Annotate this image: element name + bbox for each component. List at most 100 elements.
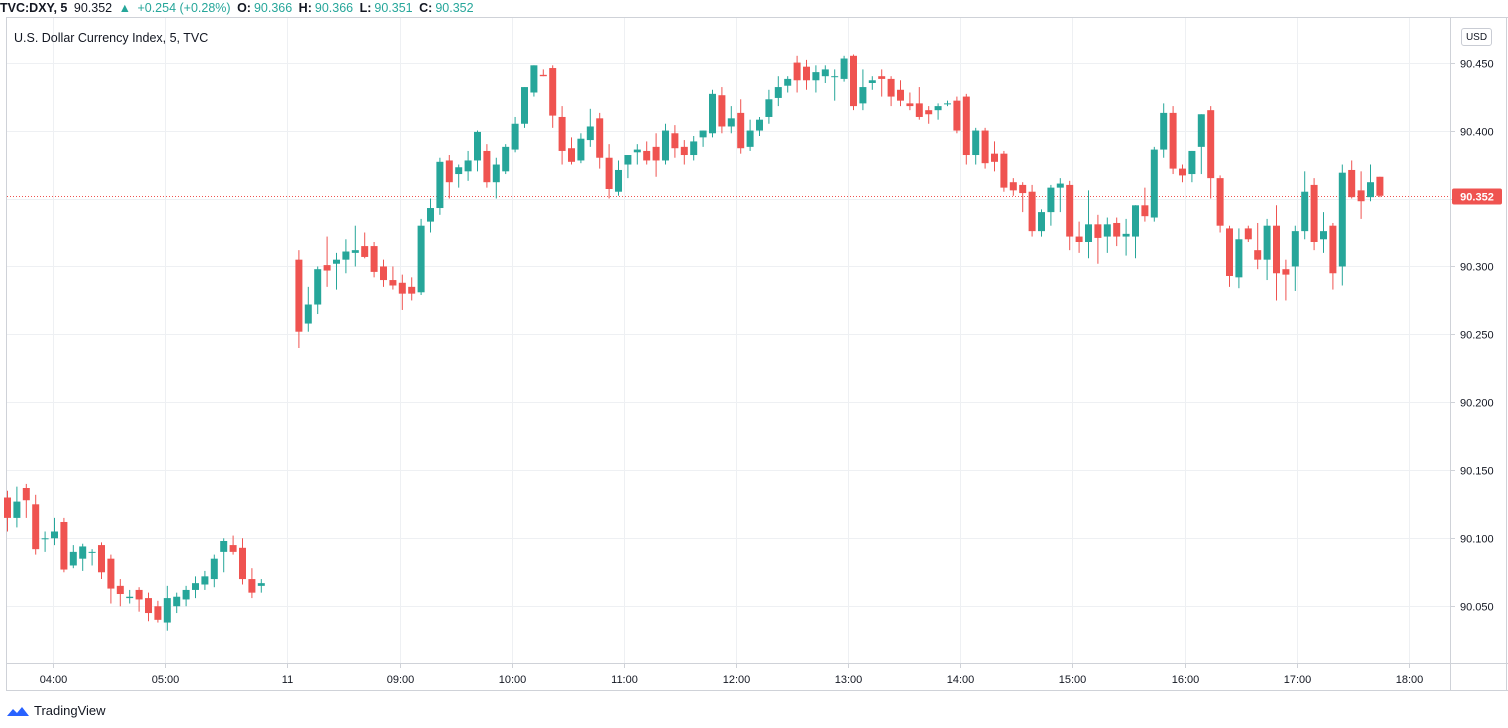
candle-body [398, 282, 406, 294]
candle-body [1197, 114, 1205, 147]
chart-title: U.S. Dollar Currency Index, 5, TVC [14, 31, 209, 45]
candle-body [539, 74, 547, 77]
candle-body [737, 112, 745, 149]
candle-body [1338, 172, 1346, 267]
y-tick-label: 90.450 [1460, 59, 1494, 71]
last-price: 90.352 [73, 1, 113, 15]
candle-body [868, 80, 876, 83]
x-tick-label: 05:00 [152, 674, 180, 686]
candle-body [568, 148, 575, 162]
candle-body [1150, 149, 1158, 218]
time-axis[interactable]: 04:00 05:00 11 09:00 10:00 11:00 12:00 13:00 14:… [40, 663, 1424, 686]
y-tick-label: 90.100 [1460, 534, 1494, 546]
candle-body [1160, 112, 1168, 150]
candle-body [803, 66, 810, 81]
candle-body [417, 225, 425, 293]
candle-body [1320, 231, 1327, 240]
candle-body [549, 68, 557, 116]
candle-body [13, 501, 21, 518]
candle-body [182, 589, 190, 600]
candle-body [624, 155, 632, 165]
candle-body [972, 130, 980, 156]
candle-body [135, 589, 143, 600]
candle-body [1244, 228, 1252, 240]
high-value: 90.366 [314, 1, 354, 15]
candle-body [98, 545, 105, 573]
candle-body [201, 576, 209, 585]
candle-body [229, 545, 237, 552]
candle-body [1235, 239, 1243, 278]
candle-body [1282, 269, 1290, 275]
candle-body [323, 265, 331, 271]
symbol-label[interactable]: TVC:DXY, 5 [0, 1, 68, 15]
candle-body [342, 251, 350, 260]
x-tick-label: 12:00 [723, 674, 751, 686]
candle-body [88, 551, 96, 553]
candle-body [1141, 205, 1149, 217]
candle-body [173, 596, 181, 607]
x-tick-label: 15:00 [1059, 674, 1087, 686]
y-tick-label: 90.150 [1460, 466, 1494, 478]
candle-body [699, 130, 707, 138]
symbol-header: TVC:DXY, 5 90.352 ▲ +0.254 (+0.28%) O: 90… [0, 0, 1508, 16]
candle-body [887, 78, 895, 97]
candle-body [1329, 225, 1337, 274]
candle-body [4, 497, 11, 518]
x-tick-label: 09:00 [387, 674, 415, 686]
candle-body [652, 146, 660, 161]
candle-body [389, 280, 397, 286]
candle-body [878, 76, 886, 79]
candle-body [1310, 184, 1318, 243]
candle-body [370, 246, 378, 272]
candle-body [314, 269, 322, 305]
currency-badge[interactable]: USD [1461, 28, 1492, 46]
candle-body [1000, 153, 1008, 188]
candle-body [163, 598, 171, 623]
x-tick-label: 10:00 [499, 674, 527, 686]
candle-body [41, 538, 49, 540]
grid-lines [7, 18, 1450, 663]
candle-body [925, 110, 933, 115]
candle-body [427, 208, 434, 222]
candle-body [1207, 110, 1215, 179]
candle-body [154, 606, 162, 620]
candle-body [1254, 250, 1262, 260]
candle-body [1348, 169, 1356, 198]
candle-body [953, 100, 961, 131]
candle-body [126, 596, 134, 599]
last-price-marker: 90.352 [1452, 188, 1502, 205]
candle-body [145, 598, 152, 614]
candle-body [1216, 178, 1224, 226]
candle-body [511, 123, 519, 150]
candle-body [850, 55, 857, 107]
y-tick-label: 90.400 [1460, 127, 1494, 139]
branding-label: TradingView [34, 703, 106, 718]
candle-body [380, 266, 387, 281]
candle-body [1263, 225, 1271, 260]
candle-body [812, 72, 820, 81]
candle-body [1273, 225, 1280, 274]
candle-body [408, 286, 416, 294]
candle-body [793, 62, 801, 81]
y-tick-label: 90.250 [1460, 330, 1494, 342]
candle-body [605, 157, 613, 189]
candle-body [615, 169, 622, 192]
candle-body [962, 96, 970, 156]
candle-body [840, 58, 848, 79]
candle-body [1122, 233, 1130, 237]
candle-body [220, 541, 228, 552]
candle-body [1188, 150, 1196, 175]
candle-body [1028, 191, 1036, 232]
last-price-tag [1452, 188, 1502, 205]
branding[interactable]: TradingView [6, 702, 106, 720]
candle-body [680, 146, 688, 156]
candle-body [859, 87, 867, 104]
candle-body [784, 78, 792, 86]
low-label: L: [359, 1, 372, 15]
candle-body [1056, 183, 1064, 188]
candle-body [257, 583, 265, 586]
candle-body [1113, 222, 1121, 237]
candle-body [436, 161, 444, 209]
candle-body [1075, 236, 1083, 243]
